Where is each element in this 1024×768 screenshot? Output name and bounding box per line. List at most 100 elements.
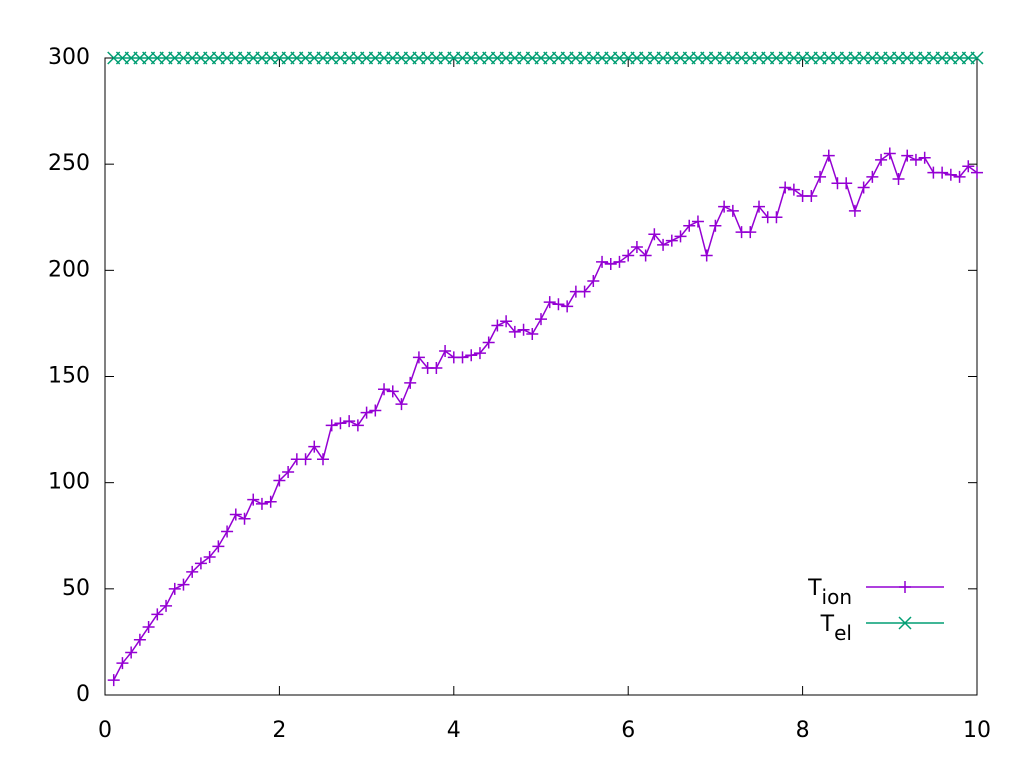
point-marker [657,238,670,251]
point-marker [613,255,626,268]
point-marker [160,599,173,612]
point-marker [439,345,452,358]
point-marker [726,204,739,217]
point-marker [325,419,338,432]
y-tick-label: 100 [48,470,90,495]
legend-label: Tion [807,576,852,609]
point-marker [622,249,635,262]
point-marker [168,582,181,595]
point-marker [238,512,251,525]
legend-label: Tel [820,612,852,645]
point-marker [125,646,138,659]
point-marker [604,257,617,270]
point-marker [840,177,853,190]
point-marker [875,153,888,166]
point-marker [142,621,155,634]
point-marker [962,160,975,173]
point-marker [133,633,146,646]
point-marker [709,219,722,232]
point-marker [674,230,687,243]
point-marker [936,166,949,179]
point-marker [971,166,983,179]
point-marker [378,383,391,396]
point-marker [351,419,364,432]
point-marker [107,674,120,687]
x-tick-label: 0 [98,718,112,743]
point-marker [770,211,783,224]
point-marker [691,215,704,228]
x-tick-label: 2 [272,718,286,743]
point-marker [700,249,713,262]
point-marker [229,508,242,521]
y-tick-label: 50 [62,576,90,601]
point-marker [116,657,129,670]
point-marker [194,557,207,570]
point-marker [369,404,382,417]
point-marker [473,347,486,360]
point-marker [299,453,312,466]
x-tick-label: 6 [621,718,635,743]
point-marker [465,349,478,362]
y-tick-label: 300 [48,45,90,70]
point-marker [334,417,347,430]
point-marker [596,255,609,268]
x-tick-label: 8 [796,718,810,743]
point-marker [918,151,931,164]
point-marker [578,285,591,298]
point-marker [535,313,547,326]
point-marker [282,466,295,479]
point-marker [848,204,861,217]
point-marker [343,415,356,428]
point-marker [247,493,260,506]
point-marker [255,497,268,510]
point-marker [892,173,905,186]
point-marker [753,200,765,213]
point-marker [491,319,504,332]
point-marker [500,315,513,328]
point-marker [308,440,321,453]
point-marker [744,226,757,239]
point-marker [526,328,539,341]
y-tick-label: 200 [48,257,90,282]
point-marker [639,249,652,262]
point-marker [151,608,164,621]
point-marker [221,525,234,538]
point-marker [561,300,574,313]
point-marker [665,234,678,247]
point-marker [866,170,879,183]
point-marker [517,323,530,336]
point-marker [404,376,417,389]
point-marker [508,325,521,338]
point-marker [317,453,329,466]
point-marker [944,168,957,181]
point-marker [186,565,199,578]
x-tick-label: 4 [447,718,461,743]
point-marker [787,183,800,196]
point-marker [456,351,469,364]
point-marker [395,398,408,411]
point-marker [630,240,643,253]
point-marker [683,219,696,232]
point-marker [412,351,425,364]
point-marker [718,200,731,213]
point-marker [203,550,216,563]
point-marker [273,474,286,487]
point-marker [814,170,827,183]
point-marker [212,540,225,553]
point-marker [552,298,565,311]
series-line [113,152,978,681]
point-marker [543,296,556,309]
point-marker [360,406,373,419]
y-tick-label: 250 [48,151,90,176]
point-marker [648,228,661,241]
x-tick-label: 10 [963,718,991,743]
point-marker [779,181,792,194]
point-marker [970,51,984,65]
point-marker [909,153,922,166]
point-marker [177,578,190,591]
legend-marker [898,616,912,630]
point-marker [901,149,914,162]
y-tick-label: 150 [48,364,90,389]
point-marker [386,385,399,398]
